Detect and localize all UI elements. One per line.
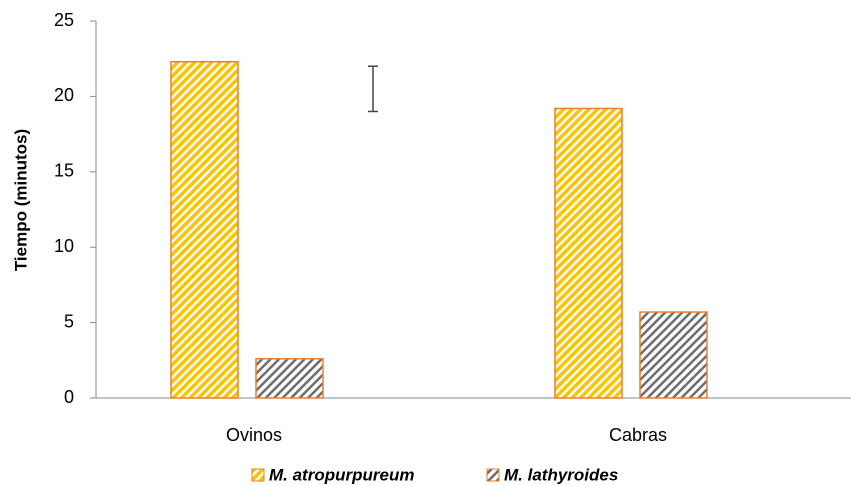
bar [554, 107, 623, 399]
x-tick-label: Cabras [609, 425, 667, 445]
y-tick-label: 20 [54, 85, 74, 105]
x-tick-label: Ovinos [226, 425, 282, 445]
y-axis-title: Tiempo (minutos) [11, 129, 30, 271]
bar [170, 60, 239, 399]
legend-swatch [486, 468, 500, 482]
y-tick-label: 5 [64, 311, 74, 331]
legend-label: M. atropurpureum [269, 465, 414, 484]
error-bar [368, 65, 378, 113]
bar [639, 311, 708, 399]
y-tick-label: 25 [54, 10, 74, 30]
bar [255, 358, 324, 399]
legend-label: M. lathyroides [504, 465, 618, 484]
y-tick-label: 0 [64, 387, 74, 407]
legend-swatch [251, 468, 265, 482]
y-tick-label: 15 [54, 161, 74, 181]
y-tick-label: 10 [54, 236, 74, 256]
